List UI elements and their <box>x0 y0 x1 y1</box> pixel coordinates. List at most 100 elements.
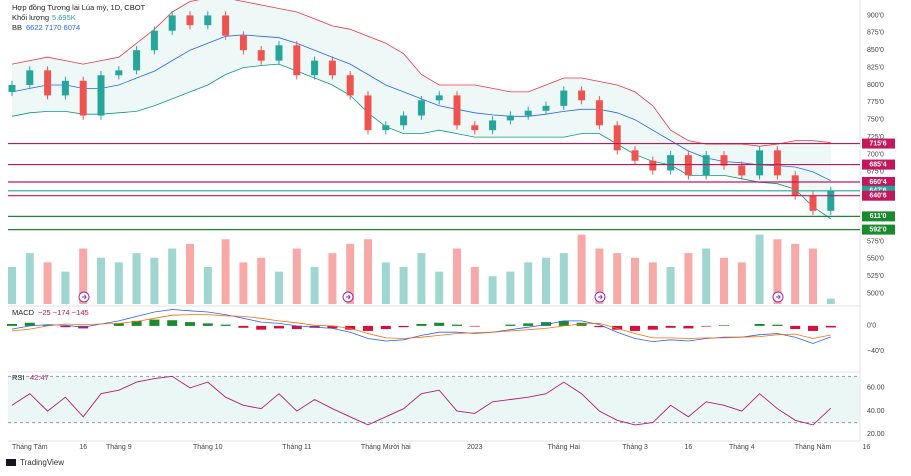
rsi-legend-name: RSI <box>12 373 25 382</box>
y-tick-label: 700'0 <box>867 151 884 158</box>
volume-bar <box>150 257 159 304</box>
volume-bar <box>720 257 728 304</box>
macd-histogram-bar <box>149 319 160 326</box>
event-icon[interactable] <box>78 291 90 303</box>
candle-body <box>8 84 16 92</box>
y-tick-label: 500'0 <box>867 290 884 297</box>
candle-body <box>239 35 247 51</box>
macd-histogram-bar <box>220 324 231 326</box>
y-tick-label: 60.00 <box>867 385 885 392</box>
x-tick-label: Tháng 11 <box>282 444 311 451</box>
macd-histogram-bar <box>452 324 462 326</box>
candle-body <box>168 15 176 31</box>
macd-histogram-bar <box>558 320 569 326</box>
volume-bar <box>257 257 266 304</box>
volume-bar <box>97 257 105 304</box>
volume-bar <box>666 267 675 304</box>
candle-body <box>595 100 603 126</box>
volume-bar <box>25 253 34 304</box>
candle-body <box>346 75 354 96</box>
x-tick-label: 16 <box>79 444 87 451</box>
macd-line <box>11 309 831 344</box>
level-label-box <box>862 138 895 149</box>
event-icon[interactable] <box>342 291 354 303</box>
volume-bar <box>453 248 461 304</box>
candle-body <box>809 195 817 211</box>
candle-body <box>773 150 781 176</box>
x-tick-label: Tháng 3 <box>622 444 648 451</box>
volume-bar <box>773 239 782 304</box>
x-tick-label: 16 <box>685 444 693 451</box>
y-tick-label: 725'0 <box>867 134 884 141</box>
candle-body <box>115 70 123 76</box>
candle-body <box>720 155 728 166</box>
candle-body <box>44 70 52 96</box>
volume-bar <box>524 262 533 304</box>
event-icon[interactable] <box>772 291 784 303</box>
candle-body <box>328 60 336 76</box>
level-label-box <box>862 190 895 201</box>
candle-body <box>293 45 301 76</box>
level-label: 640'6 <box>869 193 886 200</box>
candle-body <box>506 115 514 121</box>
y-tick-label: 875'0 <box>867 30 884 37</box>
y-tick-label: 750'0 <box>867 117 884 124</box>
volume-bar <box>577 234 586 304</box>
volume-bar <box>364 239 372 304</box>
x-tick-label: Tháng 10 <box>193 444 223 451</box>
macd-histogram-bar <box>683 325 694 329</box>
macd-histogram-bar <box>523 323 534 326</box>
candle-body <box>489 120 497 131</box>
macd-histogram-bar <box>808 325 818 331</box>
bb-lower <box>11 63 832 220</box>
volume-bar <box>43 262 52 304</box>
y-tick-label: 525'0 <box>867 273 884 280</box>
volume-bar <box>114 262 123 304</box>
macd-histogram-bar <box>434 322 445 326</box>
y-tick-label: 0'0 <box>867 323 876 330</box>
y-tick-label: 900'0 <box>867 12 884 19</box>
volume-bar <box>292 248 301 304</box>
x-tick-label: Tháng 4 <box>729 444 755 451</box>
macd-histogram-bar <box>665 325 676 328</box>
macd-histogram-bar <box>256 325 267 330</box>
volume-bar <box>791 243 800 304</box>
volume-legend-value: 5.695K <box>52 13 76 22</box>
x-tick-label: Tháng Năm <box>795 444 832 451</box>
macd-histogram-bar <box>345 325 356 330</box>
volume-bar <box>737 262 746 304</box>
volume-bar <box>542 257 550 304</box>
macd-histogram-bar <box>327 325 338 329</box>
volume-bar <box>435 271 444 304</box>
macd-histogram-bar <box>630 325 640 331</box>
volume-bar <box>239 262 248 304</box>
volume-bar <box>310 267 319 304</box>
candle-body <box>471 125 479 131</box>
macd-histogram-bar <box>701 325 712 327</box>
macd-histogram-bar <box>647 325 658 330</box>
volume-bar <box>559 253 568 304</box>
y-tick-label: 850'0 <box>867 47 884 54</box>
volume-bar <box>470 267 479 304</box>
volume-bar <box>79 248 88 304</box>
candle-body <box>702 155 710 176</box>
macd-histogram-bar <box>24 322 35 326</box>
chart-title: Hợp đồng Tương lai Lúa mỳ, 1D, CBOT <box>12 3 146 12</box>
rsi-band <box>8 376 860 423</box>
macd-histogram-bar <box>60 325 71 328</box>
macd-histogram-bar <box>541 322 551 326</box>
y-tick-label: 825'0 <box>867 64 884 71</box>
event-icon[interactable] <box>594 291 606 303</box>
candle-body <box>275 45 283 61</box>
macd-histogram-bar <box>825 325 836 328</box>
candle-body <box>186 15 194 26</box>
x-tick-label: Tháng Hai <box>548 444 581 451</box>
macd-histogram-bar <box>719 325 729 326</box>
candle-body <box>97 75 105 116</box>
macd-legend-name: MACD <box>12 308 35 317</box>
level-label: 660'4 <box>869 179 886 186</box>
rsi-line <box>11 375 832 426</box>
x-tick-label: Tháng Mười hai <box>361 444 411 451</box>
macd-histogram-bar <box>238 325 249 328</box>
x-tick-label: 2023 <box>467 444 483 451</box>
